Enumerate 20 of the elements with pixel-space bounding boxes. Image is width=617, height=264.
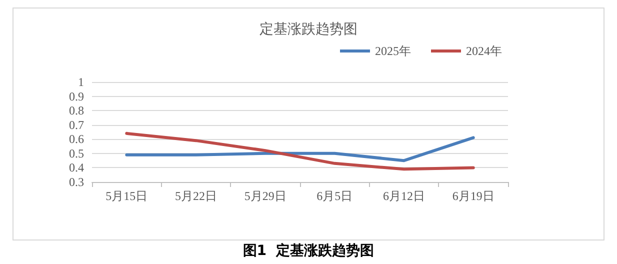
x-tick-label: 5月15日 (106, 189, 148, 203)
y-tick-label: 0.3 (69, 175, 84, 189)
caption: 图1 定基涨跌趋势图 (242, 242, 374, 259)
chart-title: 定基涨跌趋势图 (260, 22, 358, 38)
y-tick-label: 1 (78, 75, 84, 89)
legend-label: 2024年 (466, 44, 502, 58)
y-tick-label: 0.9 (69, 89, 84, 104)
legend-label: 2025年 (375, 44, 411, 58)
y-tick-label: 0.6 (69, 132, 84, 146)
x-tick-label: 5月29日 (244, 189, 286, 203)
x-tick-label: 5月22日 (175, 189, 217, 203)
x-tick-label: 6月5日 (316, 189, 353, 203)
y-tick-label: 0.4 (69, 160, 84, 175)
y-tick-label: 0.8 (69, 104, 84, 118)
x-tick-label: 6月12日 (383, 189, 425, 203)
line-series (125, 136, 475, 162)
x-tick-label: 6月19日 (452, 189, 494, 203)
line-series (125, 132, 475, 171)
y-tick-label: 0.7 (69, 118, 84, 132)
y-tick-label: 0.5 (69, 146, 84, 160)
